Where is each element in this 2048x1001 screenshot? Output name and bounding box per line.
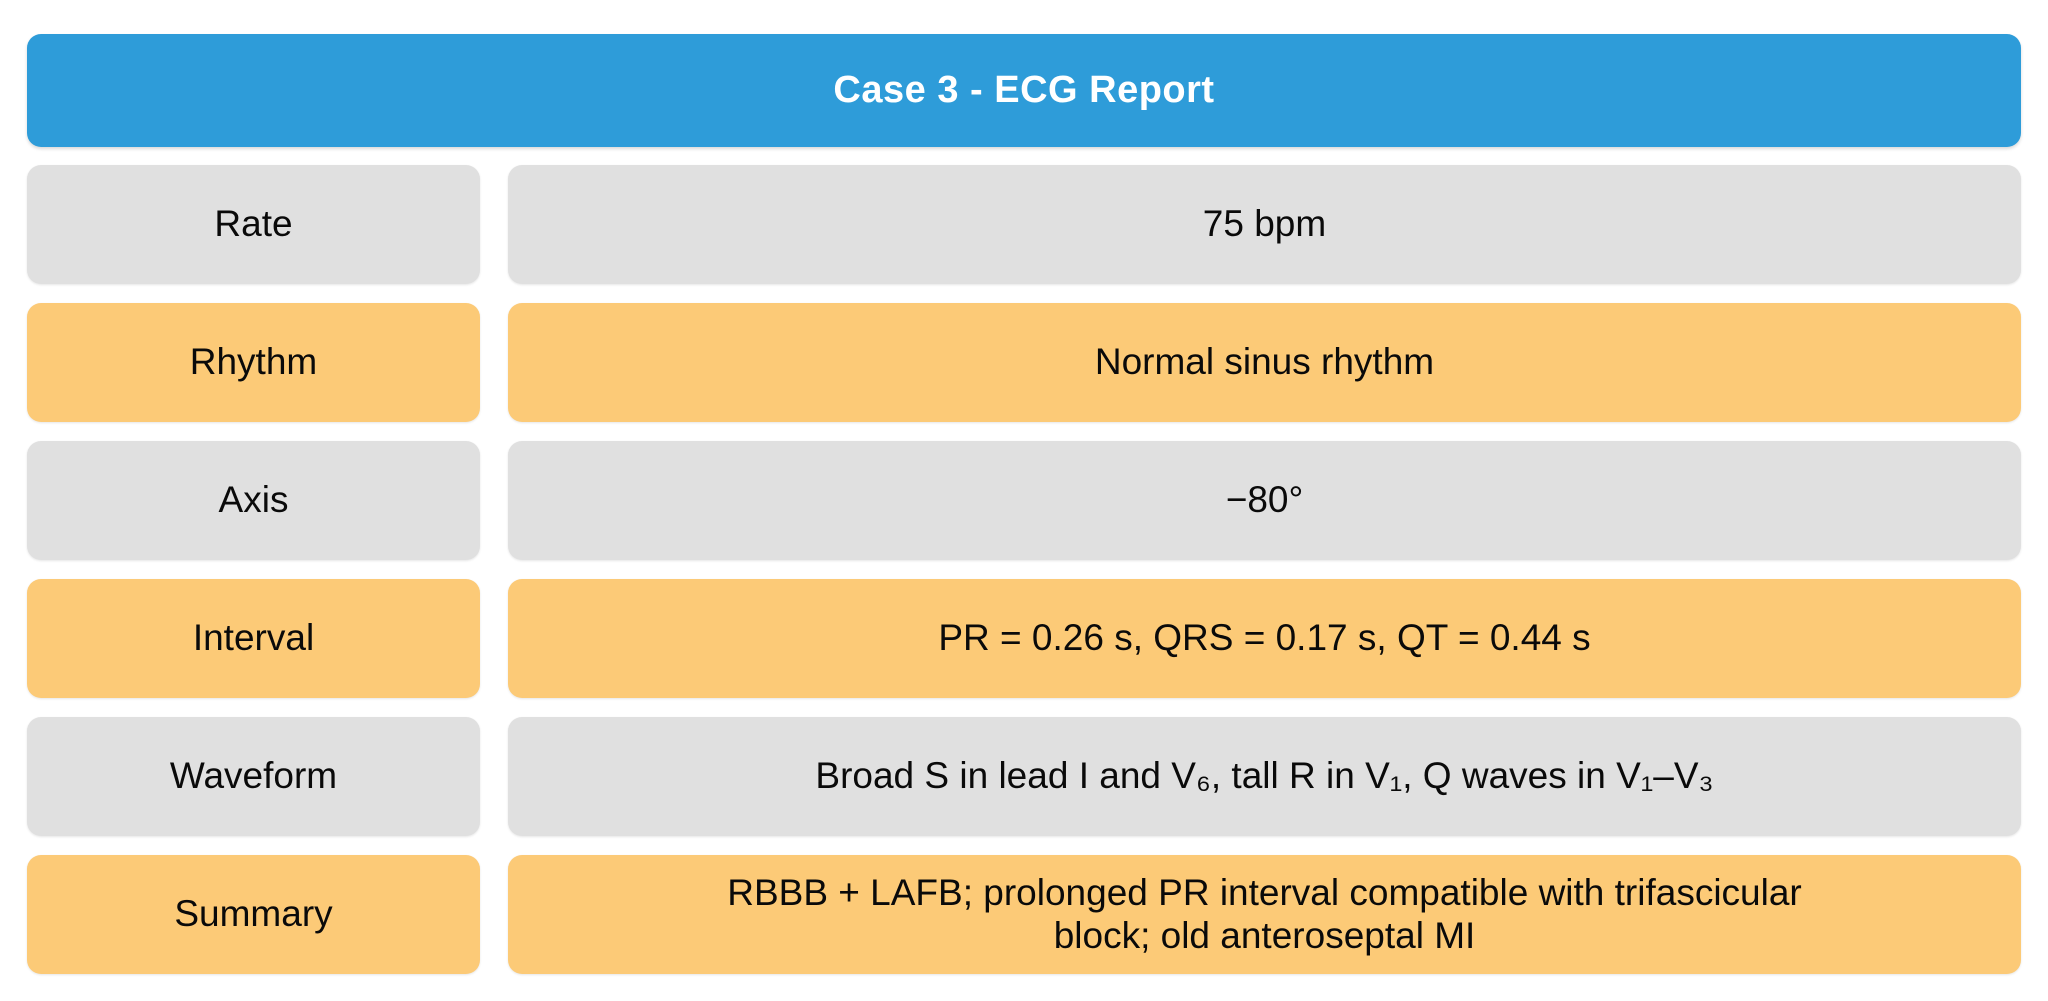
row-label-cell: Interval: [27, 579, 480, 698]
table-row-interval: Interval PR = 0.26 s, QRS = 0.17 s, QT =…: [27, 579, 2021, 698]
row-value-cell: Broad S in lead I and V₆, tall R in V₁, …: [508, 717, 2021, 836]
report-title-bar: Case 3 - ECG Report: [27, 34, 2021, 147]
row-label-cell: Rhythm: [27, 303, 480, 422]
ecg-report-table: Rate 75 bpm Rhythm Normal sinus rhythm A…: [27, 165, 2021, 974]
table-row-waveform: Waveform Broad S in lead I and V₆, tall …: [27, 717, 2021, 836]
row-value-cell: Normal sinus rhythm: [508, 303, 2021, 422]
row-label: Waveform: [169, 755, 338, 797]
row-label: Rhythm: [189, 341, 318, 383]
row-value: Normal sinus rhythm: [1094, 341, 1435, 383]
row-label-cell: Waveform: [27, 717, 480, 836]
row-value: Broad S in lead I and V₆, tall R in V₁, …: [815, 755, 1714, 797]
table-row-summary: Summary RBBB + LAFB; prolonged PR interv…: [27, 855, 2021, 974]
row-value: RBBB + LAFB; prolonged PR interval compa…: [727, 871, 1802, 956]
row-label: Axis: [218, 479, 289, 521]
row-value: −80°: [1225, 479, 1304, 521]
row-label-cell: Axis: [27, 441, 480, 560]
row-value-cell: −80°: [508, 441, 2021, 560]
row-label: Rate: [214, 203, 293, 245]
table-row-rate: Rate 75 bpm: [27, 165, 2021, 284]
row-label-cell: Summary: [27, 855, 480, 974]
row-label-cell: Rate: [27, 165, 480, 284]
row-value: PR = 0.26 s, QRS = 0.17 s, QT = 0.44 s: [938, 617, 1591, 659]
table-row-axis: Axis −80°: [27, 441, 2021, 560]
page-title: Case 3 - ECG Report: [833, 69, 1215, 111]
row-value-cell: 75 bpm: [508, 165, 2021, 284]
row-value-cell: RBBB + LAFB; prolonged PR interval compa…: [508, 855, 2021, 974]
row-label: Interval: [192, 617, 315, 659]
row-value-cell: PR = 0.26 s, QRS = 0.17 s, QT = 0.44 s: [508, 579, 2021, 698]
table-row-rhythm: Rhythm Normal sinus rhythm: [27, 303, 2021, 422]
row-value: 75 bpm: [1202, 203, 1327, 245]
row-label: Summary: [174, 893, 333, 935]
